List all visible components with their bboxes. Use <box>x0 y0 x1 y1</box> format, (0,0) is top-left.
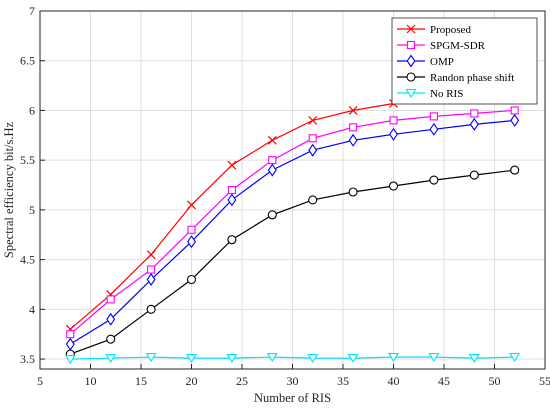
series-line <box>69 109 515 335</box>
diamond-marker <box>267 163 277 177</box>
legend-label: OMP <box>430 56 454 68</box>
legend-label: No RIS <box>430 88 463 100</box>
triangle-down-marker <box>186 354 197 364</box>
legend-item: SPGM-SDR <box>397 40 486 52</box>
diamond-marker <box>187 235 196 249</box>
legend-item: OMP <box>397 54 454 68</box>
legend-label: Proposed <box>430 24 471 36</box>
diamond-marker <box>146 273 156 286</box>
series-line <box>69 119 515 345</box>
legend-item: Randon phase shift <box>397 72 514 84</box>
y-tick-label: 4.5 <box>20 253 35 267</box>
diamond-marker <box>227 193 237 207</box>
circle-marker <box>429 175 439 185</box>
legend-label: SPGM-SDR <box>430 40 486 52</box>
x-tick-label: 30 <box>287 374 299 388</box>
triangle-down-marker <box>105 354 117 364</box>
x-tick-label: 45 <box>438 374 450 388</box>
y-tick-label: 6.5 <box>20 54 35 68</box>
y-axis-label: Spectral efficiency bit/s.Hz <box>2 121 16 258</box>
circle-marker <box>510 165 520 175</box>
square-marker <box>429 112 438 121</box>
circle-marker <box>186 274 197 285</box>
square-marker <box>268 156 277 165</box>
y-tick-label: 7 <box>29 4 35 18</box>
square-marker <box>510 106 519 115</box>
legend-label: Randon phase shift <box>430 72 514 84</box>
series-line <box>70 169 515 355</box>
circle-marker <box>227 235 237 245</box>
series-no-ris <box>64 353 521 365</box>
diamond-marker <box>510 113 520 127</box>
diamond-marker <box>469 117 479 131</box>
x-tick-label: 40 <box>388 374 400 388</box>
triangle-down-marker <box>468 354 480 364</box>
diamond-marker <box>406 54 416 68</box>
legend-item: Proposed <box>397 24 471 36</box>
square-marker <box>106 295 115 304</box>
square-marker <box>470 109 479 118</box>
x-marker <box>146 250 156 260</box>
legend-item: No RIS <box>397 88 463 100</box>
triangle-down-marker <box>428 353 440 363</box>
square-marker <box>308 134 317 143</box>
x-marker <box>267 135 277 145</box>
y-tick-label: 5.5 <box>20 153 35 167</box>
y-tick-label: 3.5 <box>20 352 35 366</box>
square-marker <box>187 225 196 234</box>
circle-marker <box>267 210 277 220</box>
x-tick-label: 15 <box>135 374 147 388</box>
x-marker <box>227 160 237 170</box>
x-marker <box>308 115 318 125</box>
x-tick-label: 20 <box>186 374 198 388</box>
diamond-marker <box>389 127 398 141</box>
circle-marker <box>348 187 358 197</box>
triangle-down-marker <box>145 353 157 363</box>
x-marker <box>406 24 416 34</box>
square-marker <box>66 330 75 339</box>
triangle-down-marker <box>307 354 319 364</box>
legend: Proposed SPGM-SDR OMP Randon phase shift No … <box>391 17 538 105</box>
circle-marker <box>469 170 479 180</box>
triangle-down-marker <box>347 354 359 364</box>
triangle-down-marker <box>266 353 278 363</box>
diamond-marker <box>348 133 358 147</box>
circle-marker <box>146 304 156 314</box>
x-marker <box>187 200 196 210</box>
y-tick-label: 6 <box>29 103 35 117</box>
square-marker <box>227 185 236 195</box>
diamond-marker <box>308 143 318 157</box>
y-tick-label: 5 <box>29 203 35 217</box>
y-tick-label: 4 <box>29 302 35 316</box>
triangle-down-marker <box>226 354 238 364</box>
triangle-down-marker <box>64 355 76 365</box>
x-marker <box>348 106 358 115</box>
triangle-down-marker <box>509 353 521 363</box>
x-tick-label: 25 <box>236 374 248 388</box>
triangle-down-marker <box>388 353 399 363</box>
diamond-marker <box>429 122 439 136</box>
square-marker <box>147 265 156 274</box>
series-line <box>70 356 515 360</box>
square-marker <box>389 116 398 125</box>
square-marker <box>406 40 416 50</box>
circle-marker <box>106 334 116 344</box>
x-tick-label: 55 <box>539 374 550 388</box>
x-axis-label: Number of RIS <box>254 391 331 405</box>
x-tick-label: 35 <box>337 374 349 388</box>
circle-marker <box>406 72 416 82</box>
series-omp <box>65 113 520 351</box>
axis-ticks: 5 10 15 20 25 30 35 40 45 50 55 3.5 4 4.5 5 5.5 6 6.5 7 <box>20 4 550 388</box>
square-marker <box>349 123 358 132</box>
circle-marker <box>308 195 318 205</box>
series-spgm-sdr <box>66 106 519 339</box>
diamond-marker <box>106 312 116 326</box>
triangle-down-marker <box>405 88 417 99</box>
series-randon-phase-shift <box>65 165 520 359</box>
circle-marker <box>388 181 399 191</box>
x-tick-label: 10 <box>85 374 97 388</box>
x-tick-label: 50 <box>489 374 501 388</box>
x-tick-label: 5 <box>37 374 43 388</box>
